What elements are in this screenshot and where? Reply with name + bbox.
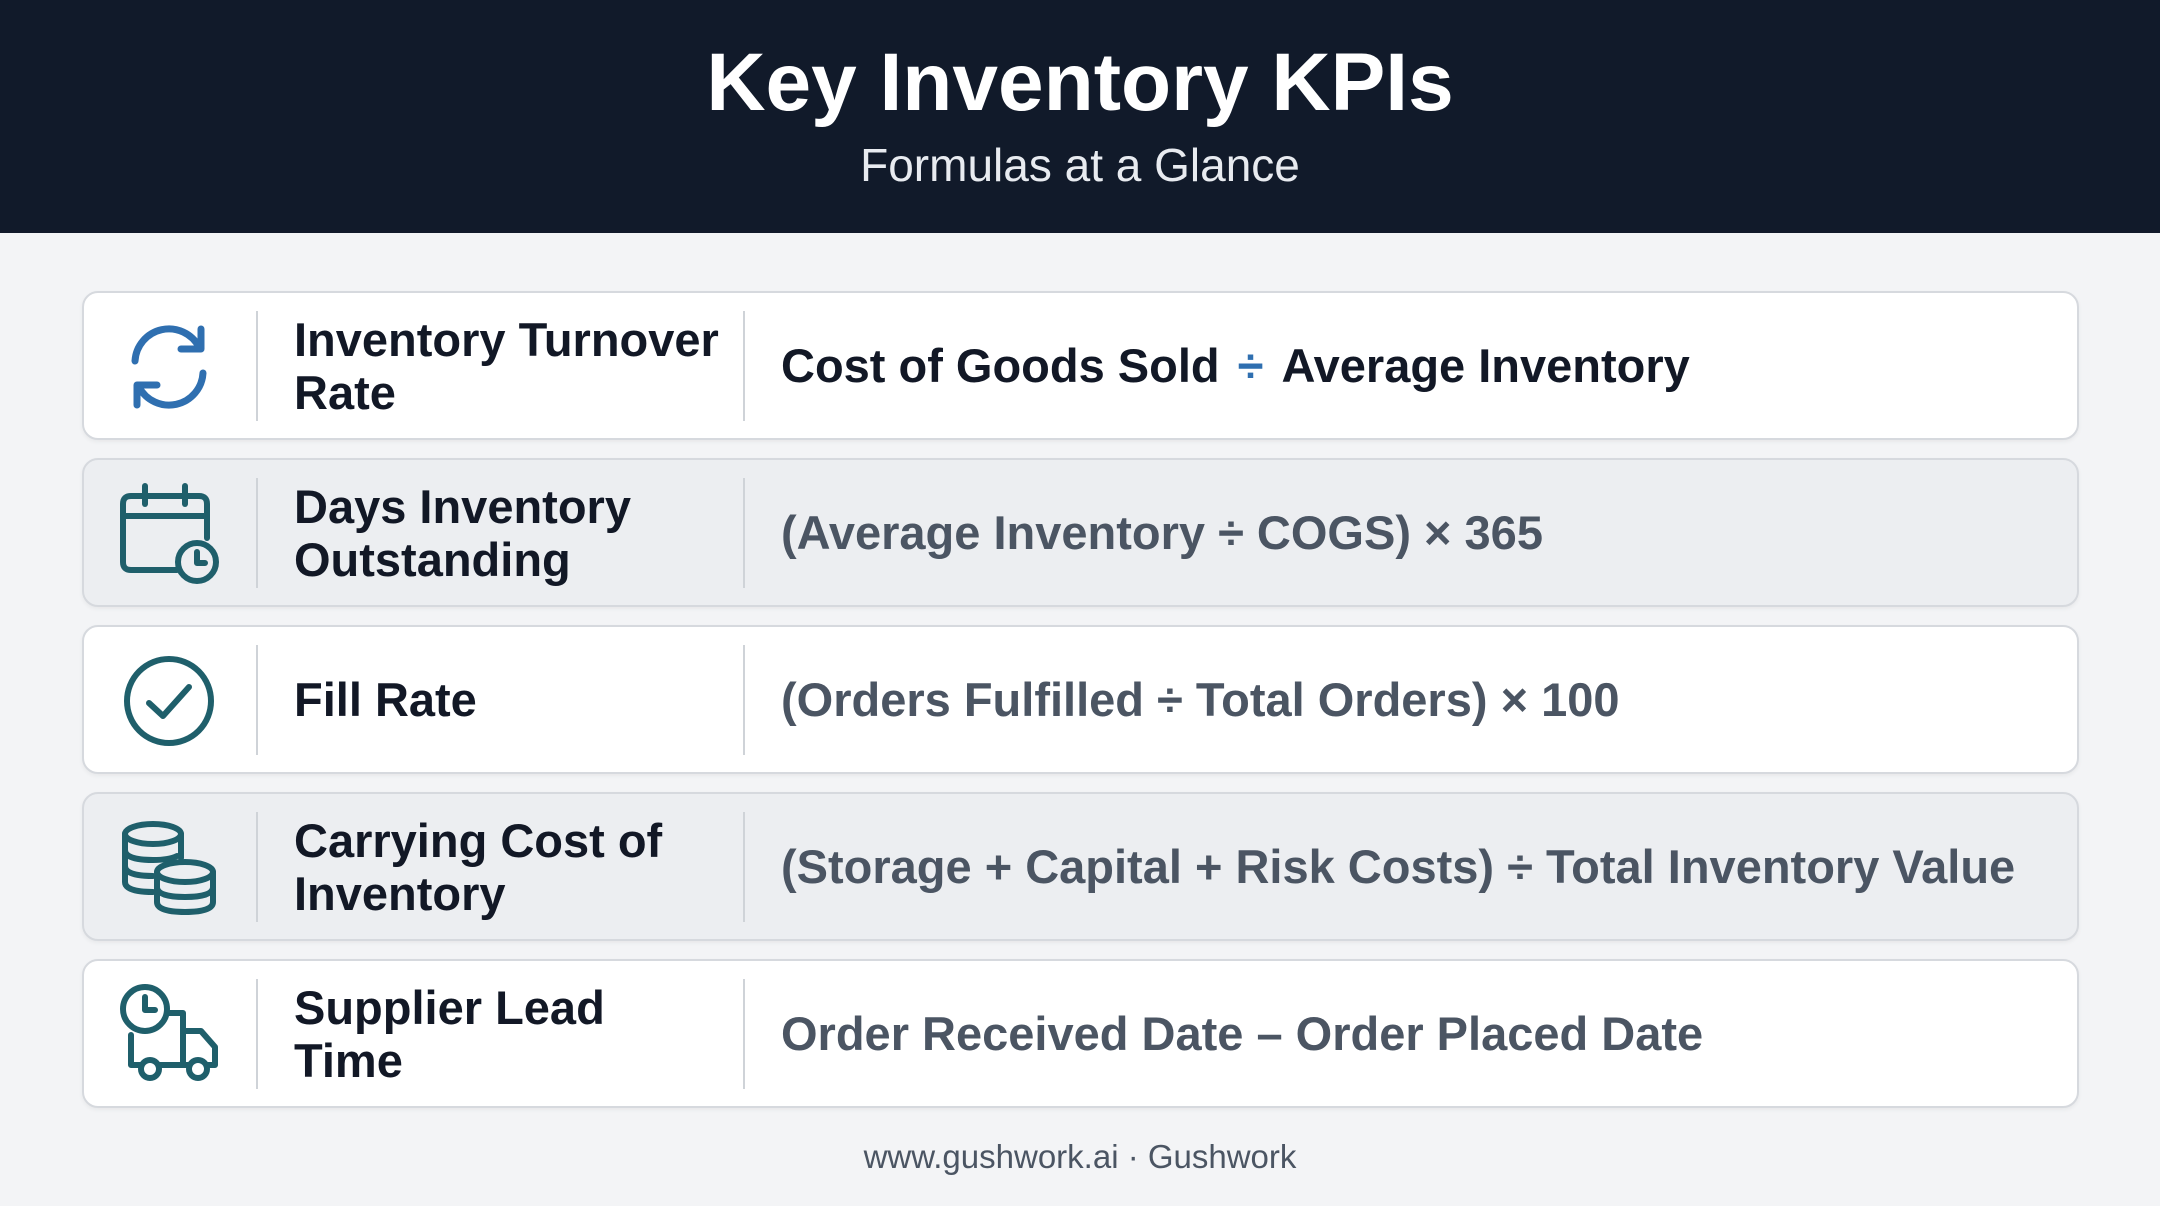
page-subtitle: Formulas at a Glance [860, 139, 1300, 191]
kpi-name: Supplier Lead Time [294, 980, 605, 1087]
kpi-formula: Cost of Goods Sold ÷ Average Inventory [781, 293, 2057, 438]
footer-credit: www.gushwork.ai · Gushwork [863, 1138, 1297, 1175]
row-divider [743, 311, 745, 421]
row-divider [256, 645, 258, 755]
divide-operator: ÷ [1237, 339, 1264, 392]
row-divider [743, 645, 745, 755]
kpi-name: Carrying Cost of Inventory [294, 813, 663, 920]
kpi-row-carrying-cost: Carrying Cost of Inventory (Storage + Ca… [82, 792, 2079, 941]
row-divider [256, 979, 258, 1089]
kpi-formula: (Average Inventory ÷ COGS) × 365 [781, 506, 1543, 559]
coin-stack-icon [117, 816, 221, 920]
kpi-formula: (Storage + Capital + Risk Costs) ÷ Total… [781, 840, 2016, 893]
kpi-row-fill-rate: Fill Rate (Orders Fulfilled ÷ Total Orde… [82, 625, 2079, 774]
calendar-clock-icon [117, 482, 221, 586]
row-divider [743, 812, 745, 922]
header-banner: Key Inventory KPIs Formulas at a Glance [0, 0, 2160, 233]
check-circle-icon [117, 649, 221, 753]
formula-denominator: Average Inventory [1281, 339, 1690, 392]
formula-numerator: Cost of Goods Sold [781, 339, 1220, 392]
row-divider [256, 311, 258, 421]
kpi-row-supplier-lead-time: Supplier Lead Time Order Received Date –… [82, 959, 2079, 1108]
kpi-row-days-inventory-outstanding: Days Inventory Outstanding (Average Inve… [82, 458, 2079, 607]
row-divider [743, 979, 745, 1089]
kpi-name: Fill Rate [294, 673, 477, 726]
refresh-cycle-icon [117, 315, 221, 419]
kpi-formula: (Orders Fulfilled ÷ Total Orders) × 100 [781, 673, 1620, 726]
truck-clock-icon [117, 983, 221, 1087]
kpi-name: Days Inventory Outstanding [294, 479, 631, 586]
kpi-row-inventory-turnover: Inventory Turnover Rate Cost of Goods So… [82, 291, 2079, 440]
kpi-list: Inventory Turnover Rate Cost of Goods So… [82, 291, 2079, 1126]
kpi-name: Inventory Turnover Rate [294, 312, 719, 419]
row-divider [256, 478, 258, 588]
row-divider [743, 478, 745, 588]
page-title: Key Inventory KPIs [706, 37, 1454, 128]
kpi-formula: Order Received Date – Order Placed Date [781, 1007, 1704, 1060]
row-divider [256, 812, 258, 922]
